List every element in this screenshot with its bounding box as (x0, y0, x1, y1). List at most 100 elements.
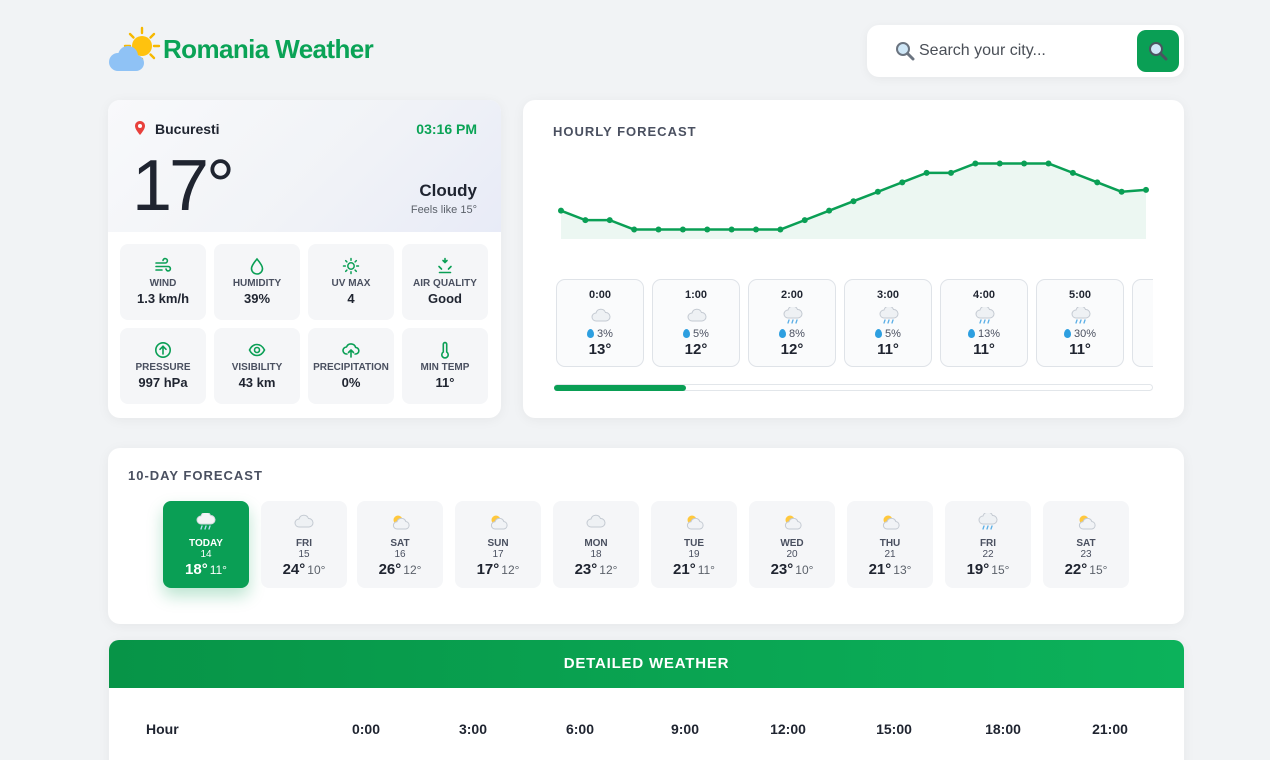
hourly-scrollbar-thumb[interactable] (554, 385, 686, 391)
chart-point (1094, 179, 1101, 186)
table-column-header: 6:00 (565, 721, 595, 737)
pressure-icon (154, 341, 172, 359)
chart-point (1143, 186, 1149, 193)
current-weather-header: Bucuresti 03:16 PM 17° Cloudy Feels like… (108, 100, 501, 232)
wind-icon (154, 257, 172, 275)
day-item[interactable]: WED 20 23° 10° (749, 501, 835, 588)
partly-cloudy-icon (1076, 513, 1098, 536)
chart-point (606, 217, 613, 224)
cloud-icon (586, 513, 606, 534)
rain-cloud-icon (783, 305, 803, 330)
rain-cloud-icon (196, 511, 216, 536)
chart-point (850, 198, 857, 205)
cloud-icon (687, 307, 707, 328)
hour-item[interactable]: 3:00 5% 11° (844, 279, 932, 367)
weather-stats-grid: WIND 1.3 km/h HUMIDITY 39% (120, 244, 490, 404)
table-column-header: 18:00 (985, 721, 1021, 737)
chart-point (1045, 160, 1052, 167)
chart-point (923, 169, 930, 176)
raindrop-icon (683, 329, 691, 338)
search-input[interactable] (919, 38, 1129, 64)
day-item[interactable]: MON 18 23° 12° (553, 501, 639, 588)
chart-point (558, 207, 564, 214)
sun-cloud-logo-icon (108, 26, 162, 72)
chart-point (728, 226, 735, 233)
chart-point (679, 226, 686, 233)
day-item[interactable]: TUE 19 21° 11° (651, 501, 737, 588)
local-time: 03:16 PM (416, 121, 477, 137)
location-pin-icon (135, 121, 145, 135)
visibility-value: 43 km (238, 375, 276, 390)
stat-min-temp: MIN TEMP 11° (402, 328, 488, 404)
table-column-header: 9:00 (670, 721, 700, 737)
table-column-header: 0:00 (351, 721, 381, 737)
table-row-label: Hour (146, 721, 179, 737)
feels-like: Feels like 15° (410, 204, 477, 216)
hour-item[interactable]: 5:00 30% 11° (1036, 279, 1124, 367)
day-item[interactable]: THU 21 21° 13° (847, 501, 933, 588)
table-column-header: 12:00 (770, 721, 806, 737)
stat-visibility: VISIBILITY 43 km (214, 328, 300, 404)
partly-cloudy-icon (782, 513, 804, 536)
detailed-weather-title: DETAILED WEATHER (109, 640, 1184, 688)
cloud-icon (294, 513, 314, 534)
chart-point (972, 160, 979, 167)
min-temp-value: 11° (435, 375, 455, 390)
day-item[interactable]: FRI 15 24° 10° (261, 501, 347, 588)
search-button[interactable] (1137, 30, 1179, 72)
chart-point (1118, 188, 1125, 195)
hourly-temperature-chart (558, 160, 1149, 239)
chart-point (655, 226, 662, 233)
day-item[interactable]: SUN 17 17° 12° (455, 501, 541, 588)
magnifier-icon (1149, 42, 1168, 61)
chart-point (753, 226, 759, 233)
day-item-today[interactable]: TODAY 14 18° 11° (163, 501, 249, 588)
air-quality-value: Good (428, 291, 462, 306)
table-column-header: 15:00 (876, 721, 912, 737)
current-weather-card: Bucuresti 03:16 PM 17° Cloudy Feels like… (108, 100, 501, 418)
chart-point (582, 217, 589, 224)
table-column-header: 21:00 (1092, 721, 1128, 737)
precipitation-value: 0% (341, 375, 361, 390)
chart-point (801, 217, 808, 224)
uv-value: 4 (347, 291, 355, 306)
partly-cloudy-icon (390, 513, 412, 536)
chart-point (996, 160, 1003, 167)
chart-point (1021, 160, 1028, 167)
chart-point (874, 188, 881, 195)
raindrop-icon (779, 329, 787, 338)
wind-value: 1.3 km/h (136, 291, 190, 306)
partly-cloudy-icon (880, 513, 902, 536)
app-title: Romania Weather (163, 33, 374, 64)
thermometer-icon (436, 341, 454, 359)
logo[interactable]: Romania Weather (108, 26, 374, 72)
partly-cloudy-icon (488, 513, 510, 536)
rain-cloud-icon (879, 305, 899, 330)
hour-item[interactable]: 1:00 5% 12° (652, 279, 740, 367)
chart-point (826, 207, 833, 214)
hour-item[interactable]: 2:00 8% 12° (748, 279, 836, 367)
stat-wind: WIND 1.3 km/h (120, 244, 206, 320)
day-item[interactable]: SAT 23 22° 15° (1043, 501, 1129, 588)
raindrop-icon (1063, 329, 1071, 338)
day-item[interactable]: FRI 22 19° 15° (945, 501, 1031, 588)
chart-point (777, 226, 784, 233)
rain-cloud-icon (1071, 305, 1091, 330)
visibility-icon (248, 341, 266, 359)
table-column-header: 3:00 (458, 721, 488, 737)
chart-point (948, 169, 954, 176)
search-icon (895, 41, 915, 61)
hourly-forecast-list[interactable]: 0:00 3% 13° 1:00 5% 12° 2:00 (556, 279, 1153, 367)
partly-cloudy-icon (684, 513, 706, 536)
raindrop-icon (587, 329, 595, 338)
day-item[interactable]: SAT 16 26° 12° (357, 501, 443, 588)
ten-day-forecast-card: 10-DAY FORECAST TODAY 14 18° 11° FRI 15 2… (108, 448, 1184, 624)
hour-item-partial[interactable] (1132, 279, 1153, 367)
rain-cloud-icon (978, 511, 998, 536)
cloud-icon (591, 307, 611, 328)
raindrop-icon (875, 329, 883, 338)
hour-item[interactable]: 4:00 13% 11° (940, 279, 1028, 367)
hour-item[interactable]: 0:00 3% 13° (556, 279, 644, 367)
weather-condition: Cloudy (419, 181, 477, 200)
